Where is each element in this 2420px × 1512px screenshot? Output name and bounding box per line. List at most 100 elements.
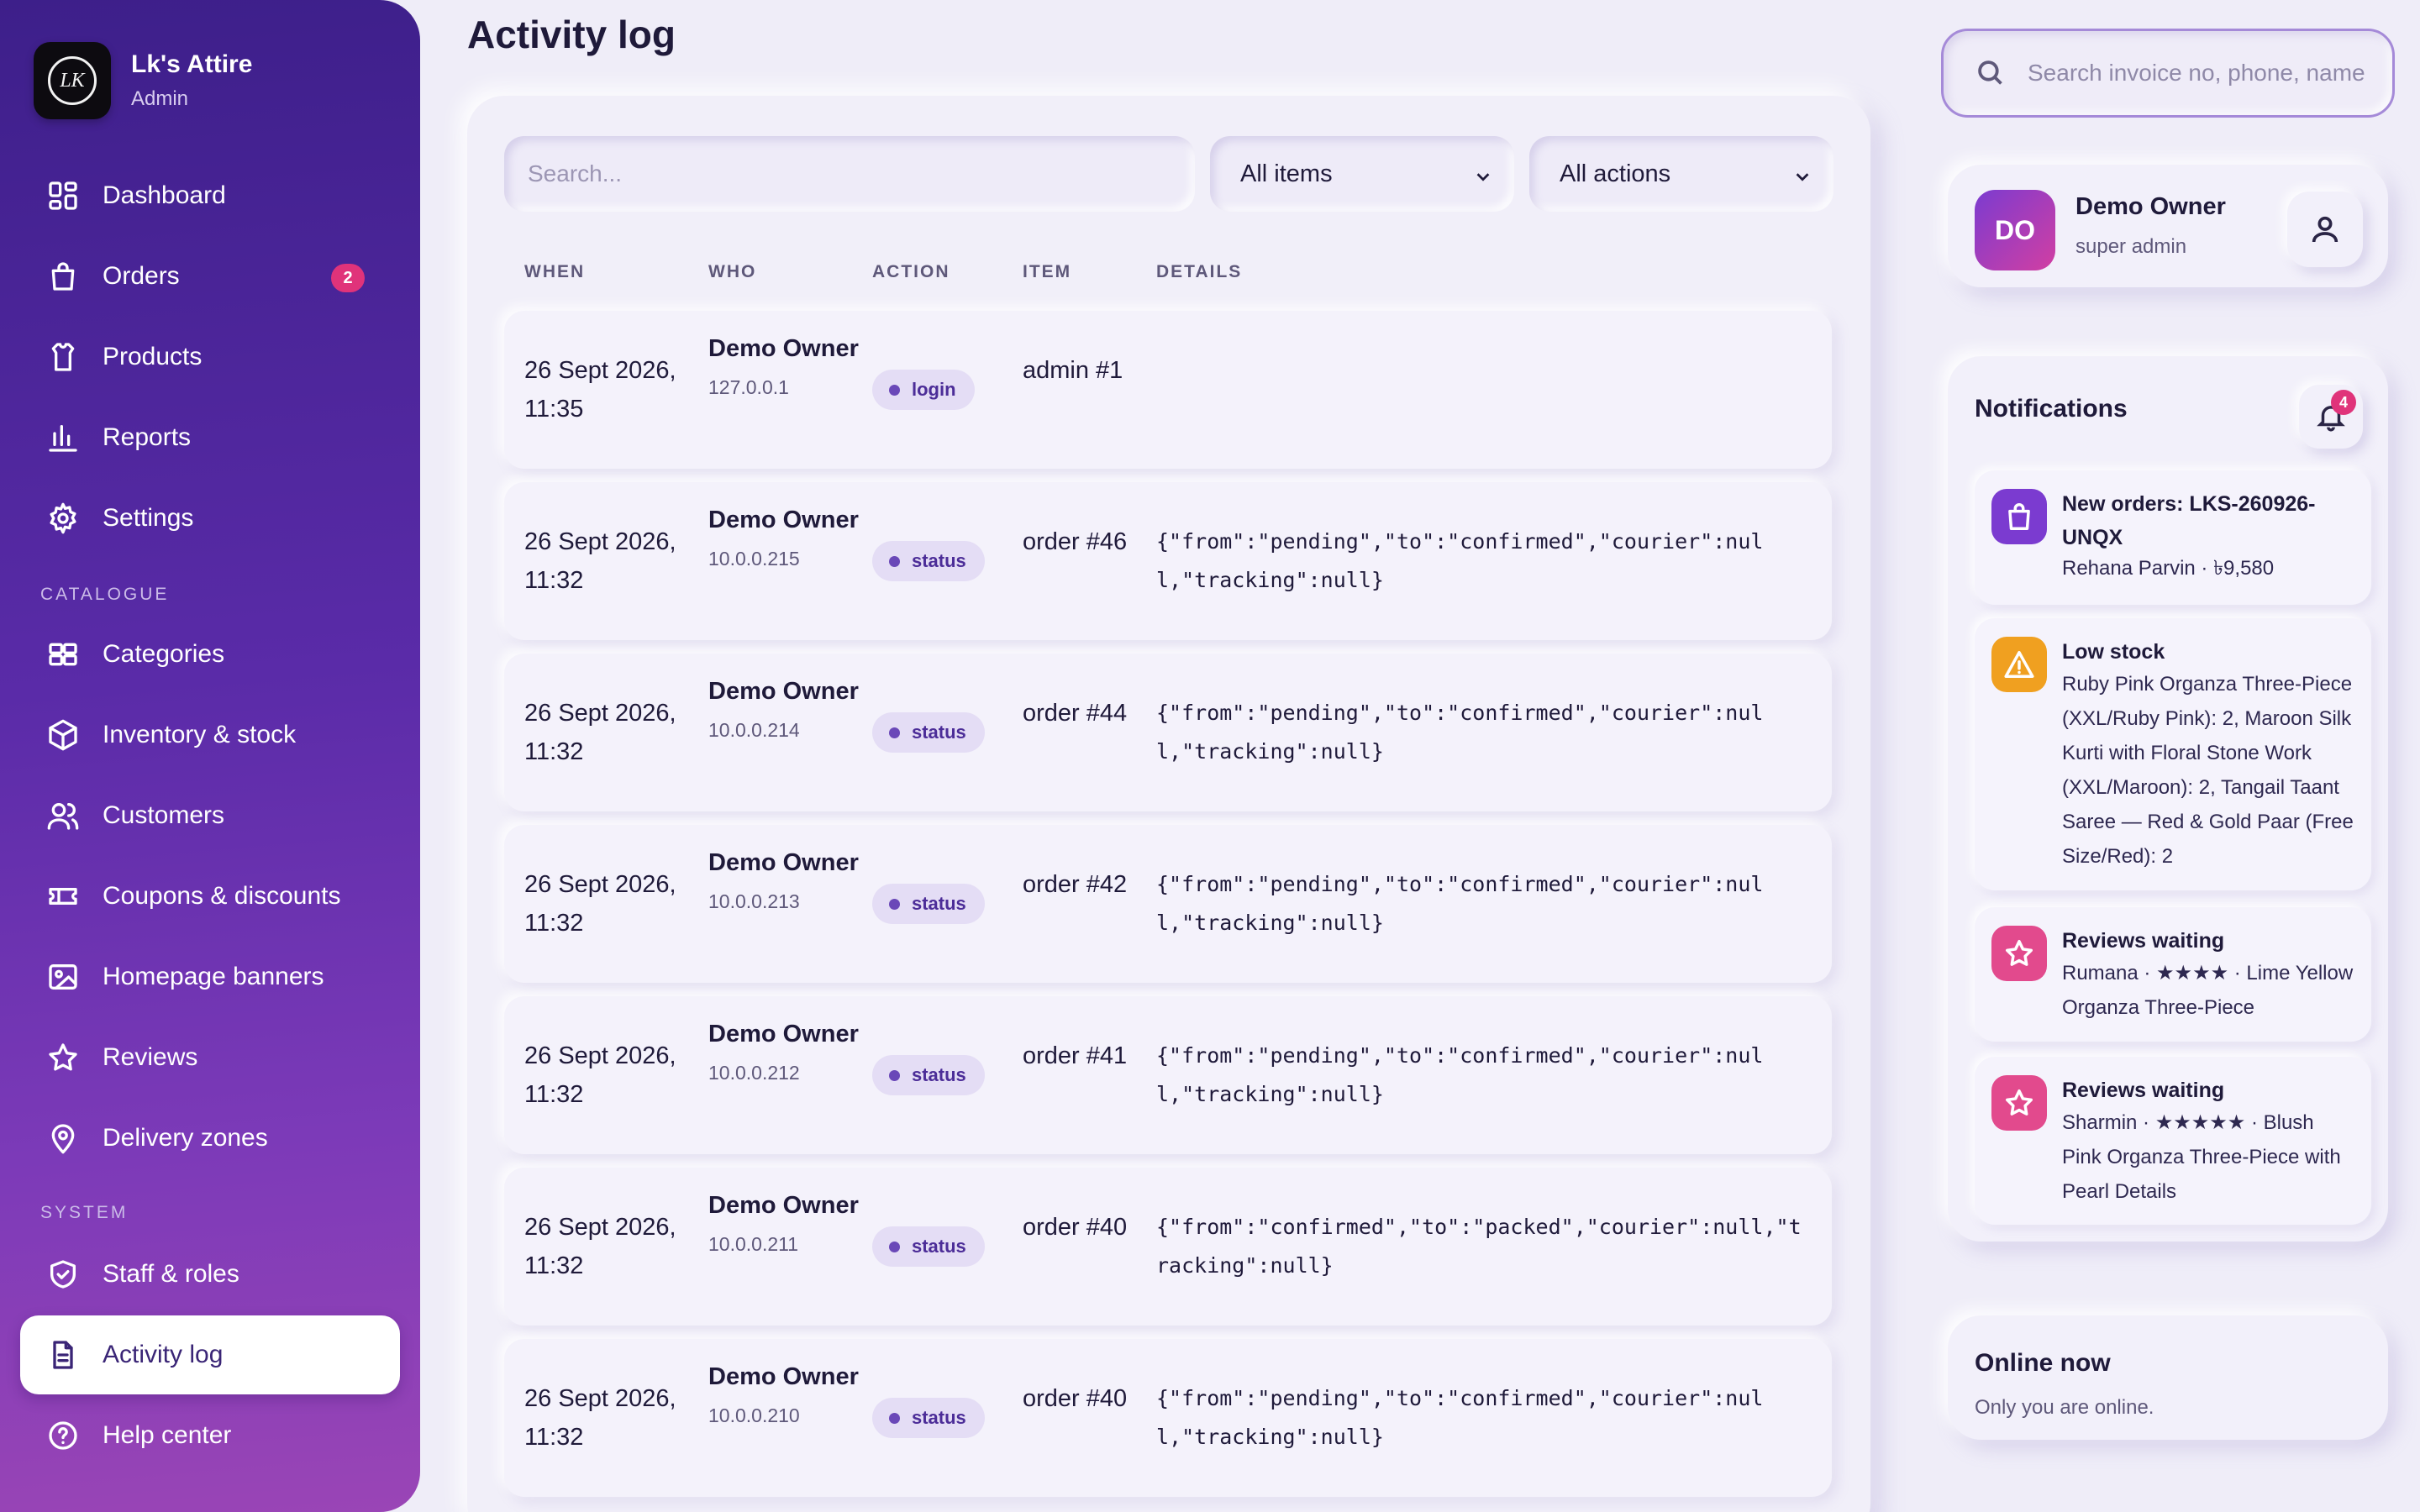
table-row[interactable]: 26 Sept 2026, 11:32 Demo Owner 10.0.0.210… [504, 1339, 1832, 1497]
sidebar-item-activity-log[interactable]: Activity log [20, 1315, 400, 1394]
action-label: status [912, 893, 966, 914]
brand[interactable]: LK Lk's Attire Admin [34, 42, 252, 119]
cell-when: 26 Sept 2026, 11:32 [524, 1385, 676, 1451]
items-filter-select[interactable]: All items [1210, 136, 1514, 212]
cell-item: order #40 [1023, 1385, 1128, 1412]
column-header-who: WHO [708, 262, 757, 281]
profile-button[interactable] [2287, 192, 2363, 267]
sidebar-item-categories[interactable]: Categories [20, 615, 400, 694]
actions-filter-select[interactable]: All actions [1529, 136, 1833, 212]
cell-when: 26 Sept 2026, 11:32 [524, 700, 676, 765]
sidebar-item-label: Products [103, 343, 203, 370]
sidebar-item-reviews[interactable]: Reviews [20, 1018, 400, 1097]
online-now-title: Online now [1975, 1349, 2111, 1377]
sidebar-item-label: Reports [103, 423, 192, 451]
sidebar-item-label: Staff & roles [103, 1260, 239, 1288]
online-now-subtitle: Only you are online. [1975, 1396, 2154, 1419]
notification-title: Low stock [2062, 640, 2165, 664]
sidebar-item-help[interactable]: Help center [20, 1396, 400, 1475]
notification-body: Sharmin · ★★★★★ · Blush Pink Organza Thr… [2062, 1111, 2341, 1203]
action-pill: status [872, 1398, 985, 1438]
cell-item: order #41 [1023, 1042, 1128, 1069]
notifications-card: Notifications 4 New orders: LKS-260926-U… [1948, 356, 2388, 1242]
action-label: login [912, 379, 956, 400]
sidebar-item-delivery-zones[interactable]: Delivery zones [20, 1099, 400, 1178]
cell-who: Demo Owner [708, 849, 859, 876]
bar-chart-icon [44, 418, 82, 457]
sidebar-item-label: Help center [103, 1421, 232, 1449]
table-row[interactable]: 26 Sept 2026, 11:32 Demo Owner 10.0.0.215… [504, 482, 1832, 640]
notification-item[interactable]: Low stock Ruby Pink Organza Three-Piece … [1975, 618, 2371, 890]
dashboard-grid-icon [44, 176, 82, 215]
brand-name: Lk's Attire [131, 50, 253, 78]
table-row[interactable]: 26 Sept 2026, 11:32 Demo Owner 10.0.0.212… [504, 996, 1832, 1154]
action-pill: status [872, 1055, 985, 1095]
sidebar-item-staff[interactable]: Staff & roles [20, 1235, 400, 1314]
document-icon [44, 1336, 82, 1374]
cell-details: {"from":"pending","to":"confirmed","cour… [1156, 1386, 1764, 1449]
sidebar-item-products[interactable]: Products [20, 318, 400, 396]
brand-role: Admin [131, 87, 189, 110]
shopping-bag-icon [44, 257, 82, 296]
notification-title: Reviews waiting [2062, 929, 2225, 953]
action-label: status [912, 1236, 966, 1257]
sidebar-item-customers[interactable]: Customers [20, 776, 400, 855]
cell-details: {"from":"pending","to":"confirmed","cour… [1156, 872, 1764, 935]
notification-item[interactable]: Reviews waiting Rumana · ★★★★ · Lime Yel… [1975, 907, 2371, 1042]
table-row[interactable]: 26 Sept 2026, 11:32 Demo Owner 10.0.0.214… [504, 654, 1832, 811]
action-pill: status [872, 884, 985, 924]
sidebar-item-label: Orders [103, 262, 180, 290]
cell-who: Demo Owner [708, 335, 859, 362]
activity-search-input[interactable]: Search... [504, 136, 1195, 212]
global-search-input[interactable]: Search invoice no, phone, name [1941, 29, 2395, 118]
cell-details: {"from":"pending","to":"confirmed","cour… [1156, 1043, 1764, 1106]
star-icon [1991, 926, 2047, 981]
sidebar-item-inventory[interactable]: Inventory & stock [20, 696, 400, 774]
shield-icon [44, 1255, 82, 1294]
sidebar-item-settings[interactable]: Settings [20, 479, 400, 558]
table-row[interactable]: 26 Sept 2026, 11:32 Demo Owner 10.0.0.213… [504, 825, 1832, 983]
sidebar-item-reports[interactable]: Reports [20, 398, 400, 477]
column-header-details: DETAILS [1156, 262, 1243, 281]
table-row[interactable]: 26 Sept 2026, 11:35 Demo Owner 127.0.0.1 … [504, 311, 1832, 469]
shopping-bag-icon [1991, 489, 2047, 544]
cell-ip: 10.0.0.211 [708, 1233, 799, 1255]
sidebar-item-banners[interactable]: Homepage banners [20, 937, 400, 1016]
cell-ip: 127.0.0.1 [708, 376, 789, 398]
cell-ip: 10.0.0.212 [708, 1062, 800, 1084]
star-icon [1991, 1075, 2047, 1131]
activity-panel: Search... All items All actions WHEN WHO… [467, 96, 1870, 1512]
notification-count-badge: 4 [2331, 390, 2356, 415]
gear-icon [44, 499, 82, 538]
sidebar-item-label: Categories [103, 640, 225, 668]
notification-item[interactable]: Reviews waiting Sharmin · ★★★★★ · Blush … [1975, 1057, 2371, 1225]
system-heading: SYSTEM [40, 1203, 129, 1222]
chevron-down-icon [1474, 165, 1492, 183]
sidebar-item-orders[interactable]: Orders 2 [20, 237, 400, 316]
cell-ip: 10.0.0.210 [708, 1404, 800, 1426]
search-placeholder: Search... [528, 160, 623, 186]
ticket-icon [44, 877, 82, 916]
cell-ip: 10.0.0.214 [708, 719, 800, 741]
users-icon [44, 796, 82, 835]
user-role: super admin [2075, 235, 2187, 258]
avatar: DO [1975, 190, 2055, 270]
user-card: DO Demo Owner super admin [1948, 165, 2388, 287]
notification-item[interactable]: New orders: LKS-260926-UNQX Rehana Parvi… [1975, 470, 2371, 605]
orders-count-badge: 2 [331, 264, 365, 292]
cell-when: 26 Sept 2026, 11:35 [524, 357, 676, 423]
cell-ip: 10.0.0.213 [708, 890, 800, 912]
notifications-title: Notifications [1975, 395, 2128, 423]
table-row[interactable]: 26 Sept 2026, 11:32 Demo Owner 10.0.0.211… [504, 1168, 1832, 1326]
search-icon [1974, 56, 2007, 90]
sidebar-item-coupons[interactable]: Coupons & discounts [20, 857, 400, 936]
notification-body: Rumana · ★★★★ · Lime Yellow Organza Thre… [2062, 962, 2354, 1019]
notification-title: Reviews waiting [2062, 1079, 2225, 1102]
column-header-item: ITEM [1023, 262, 1072, 281]
notification-body: Ruby Pink Organza Three-Piece (XXL/Ruby … [2062, 673, 2354, 868]
box-icon [44, 716, 82, 754]
notifications-bell-button[interactable]: 4 [2299, 385, 2363, 449]
sidebar-item-dashboard[interactable]: Dashboard [20, 156, 400, 235]
cell-item: admin #1 [1023, 357, 1123, 384]
chevron-down-icon [1793, 165, 1812, 183]
